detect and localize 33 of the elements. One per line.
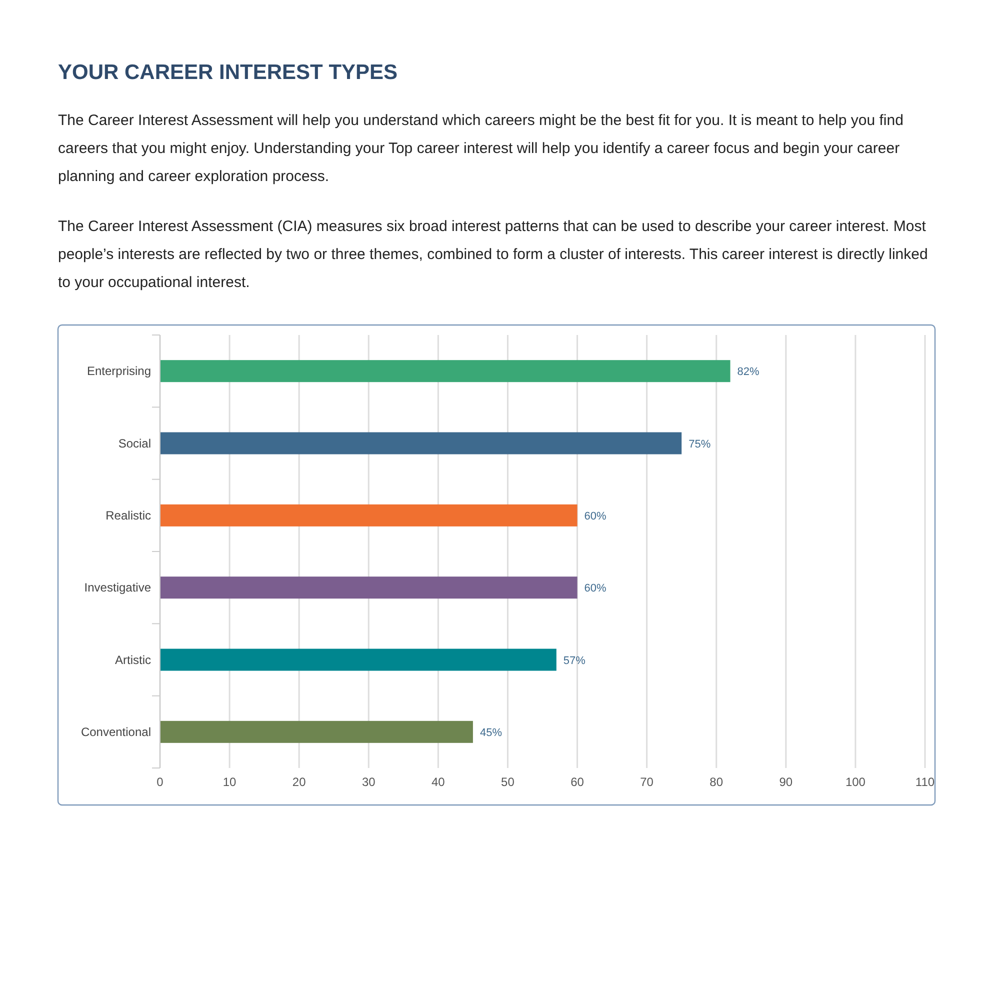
data-label: 45%: [480, 726, 502, 739]
y-tick-label: Artistic: [115, 652, 151, 667]
x-tick-label: 40: [432, 775, 446, 789]
x-tick-label: 100: [845, 775, 866, 789]
data-label: 60%: [584, 582, 607, 595]
x-tick-label: 20: [292, 775, 306, 789]
chart-subtitle: The Career Interest Assessment will help you understand which careers might be the best fit for you. It is meant to help you find careers that you might enjoy. Understanding your Top career interest will help you identify a career focus and begin your career planning and career exploration process.: [58, 112, 904, 185]
y-tick-label: Enterprising: [86, 364, 151, 378]
x-tick-label: 60: [570, 775, 584, 789]
x-tick-label: 90: [779, 775, 793, 789]
y-tick-label: Conventional: [80, 724, 151, 739]
bar: [160, 720, 473, 743]
data-label: 57%: [563, 654, 586, 667]
text: The Career Interest Assessment (CIA) measures six broad interest patterns that can be used to describe your career interest. Most people’s interests are reflected by two or three themes, combined to form a cluster of interests. This career interest is directly linked to your occupational interest.: [58, 218, 928, 291]
bar: [160, 360, 730, 382]
y-tick-label: Social: [118, 436, 151, 450]
data-label: 75%: [688, 438, 711, 450]
y-tick-label: Realistic: [106, 508, 151, 522]
y-tick-label: Investigative: [84, 580, 152, 595]
x-tick-label: 80: [710, 775, 724, 789]
bar: [160, 576, 578, 599]
chart-title: YOUR CAREER INTEREST TYPES: [58, 61, 398, 84]
x-tick-label: 10: [222, 775, 237, 789]
data-label: 82%: [737, 366, 760, 378]
data-label: 60%: [584, 510, 607, 522]
x-tick-label: 30: [362, 775, 376, 789]
x-tick-label: 70: [640, 775, 654, 789]
x-tick-label: 0: [156, 775, 164, 789]
bar: [160, 432, 682, 454]
bar: [160, 648, 556, 671]
x-tick-label: 50: [501, 775, 515, 789]
bar: [160, 504, 578, 526]
x-tick-label: 110: [915, 775, 935, 789]
